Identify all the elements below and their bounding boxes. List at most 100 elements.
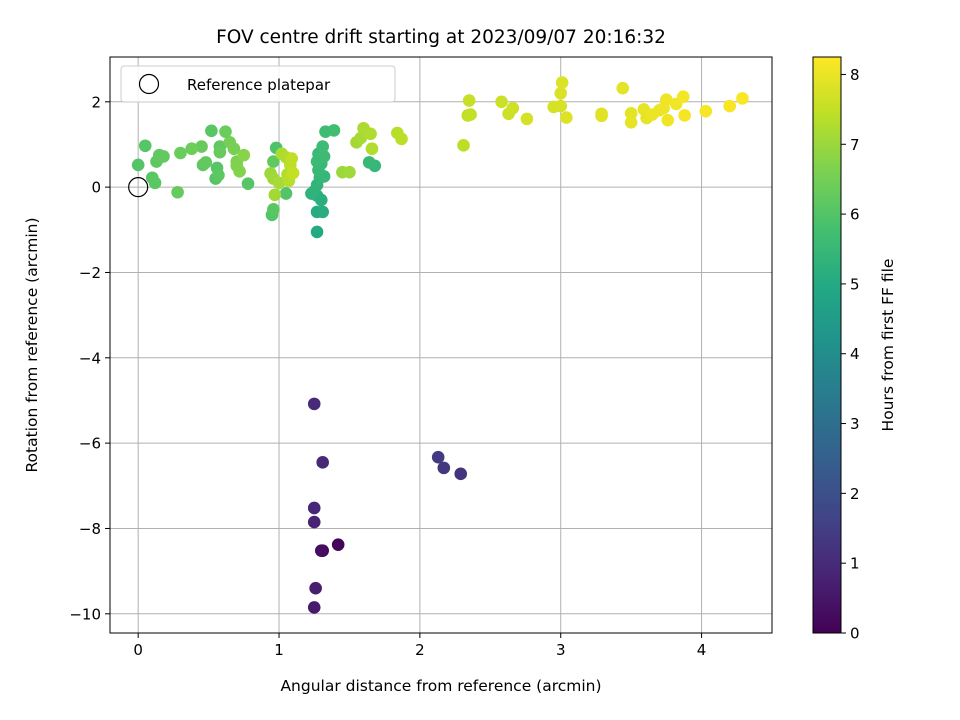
data-point — [554, 86, 568, 100]
data-point — [624, 115, 638, 129]
colorbar-tick-label: 8 — [850, 66, 860, 84]
data-point — [285, 152, 298, 165]
colorbar-tick-label: 0 — [850, 625, 860, 643]
colorbar-tick-label: 2 — [850, 485, 860, 503]
y-tick-label: 2 — [91, 93, 101, 111]
data-point — [171, 185, 184, 199]
data-point — [464, 108, 477, 121]
x-tick-label: 3 — [556, 641, 566, 659]
data-point — [205, 124, 218, 138]
data-point — [307, 601, 321, 614]
data-point — [227, 142, 241, 156]
legend-box — [120, 65, 396, 103]
data-point — [723, 99, 737, 113]
data-point — [212, 168, 225, 182]
colorbar-frame — [812, 56, 842, 634]
data-point — [457, 139, 470, 152]
data-point — [213, 145, 227, 159]
data-point — [454, 467, 468, 481]
y-tick-label: −10 — [69, 605, 101, 623]
data-point — [365, 142, 379, 156]
data-point — [272, 176, 286, 190]
legend: Reference platepar — [120, 65, 396, 103]
reference-layer — [128, 177, 149, 198]
x-axis: 0 1 2 3 4 — [133, 633, 706, 659]
data-point — [316, 456, 329, 469]
x-tick-label: 0 — [133, 641, 143, 659]
reference-marker — [128, 177, 149, 198]
data-point — [362, 156, 376, 169]
x-tick-label: 1 — [274, 641, 284, 659]
data-point — [268, 188, 282, 202]
colorbar: 0 1 2 3 4 5 6 7 8 Hours from first FF file — [812, 56, 897, 643]
grid — [110, 57, 772, 633]
data-point — [307, 397, 321, 411]
data-point — [676, 90, 690, 103]
data-point — [267, 155, 280, 168]
data-point — [307, 501, 321, 515]
data-points — [131, 76, 749, 614]
data-point — [233, 165, 246, 178]
data-point — [520, 112, 534, 126]
data-point — [279, 187, 293, 200]
data-point — [316, 205, 329, 219]
data-point — [431, 450, 445, 464]
data-point — [661, 113, 675, 127]
data-point — [131, 158, 145, 172]
data-point — [331, 538, 345, 551]
data-point — [616, 81, 629, 95]
data-point — [316, 140, 329, 153]
data-point — [595, 109, 608, 123]
data-point — [506, 101, 520, 115]
colorbar-tick-label: 1 — [850, 555, 860, 573]
data-point — [195, 140, 208, 153]
data-point — [736, 92, 749, 105]
data-point — [354, 131, 368, 145]
legend-label: Reference platepar — [187, 76, 331, 94]
data-point — [267, 203, 280, 216]
x-tick-label: 2 — [415, 641, 425, 659]
colorbar-tick-label: 5 — [850, 275, 860, 293]
data-point — [237, 148, 251, 162]
plot-frame — [109, 56, 773, 634]
y-axis: −10 −8 −6 −4 −2 0 2 — [69, 93, 110, 623]
x-tick-label: 4 — [697, 641, 707, 659]
y-tick-label: −8 — [79, 520, 101, 538]
data-point — [199, 156, 213, 169]
data-point — [317, 150, 331, 163]
y-tick-label: −6 — [79, 435, 101, 453]
colorbar-tick-label: 3 — [850, 415, 860, 433]
data-point — [307, 515, 321, 529]
y-tick-label: −4 — [79, 349, 101, 367]
data-point — [343, 165, 356, 179]
data-point — [699, 104, 713, 118]
colorbar-tick-label: 7 — [850, 136, 860, 154]
data-point — [174, 146, 187, 160]
data-point — [560, 111, 573, 124]
data-point — [286, 166, 300, 180]
data-point — [495, 95, 508, 109]
data-point — [241, 177, 255, 191]
y-axis-label: Rotation from reference (arcmin) — [23, 217, 41, 472]
data-point — [660, 93, 673, 106]
data-point — [138, 139, 152, 153]
data-point — [310, 225, 324, 239]
data-point — [314, 544, 328, 557]
y-tick-label: 0 — [91, 179, 101, 197]
colorbar-ticks: 0 1 2 3 4 5 6 7 8 — [841, 66, 860, 643]
data-point — [395, 132, 408, 146]
data-point — [462, 94, 476, 107]
colorbar-tick-label: 4 — [850, 345, 860, 363]
legend-marker — [138, 73, 160, 95]
data-point — [157, 150, 170, 163]
x-axis-label: Angular distance from reference (arcmin) — [280, 677, 601, 695]
colorbar-gradient — [813, 57, 841, 633]
data-point — [309, 581, 322, 595]
data-point — [555, 76, 569, 89]
data-point — [364, 127, 377, 141]
colorbar-label: Hours from first FF file — [879, 259, 897, 432]
y-tick-label: −2 — [79, 264, 101, 282]
chart-title: FOV centre drift starting at 2023/09/07 … — [216, 27, 666, 48]
